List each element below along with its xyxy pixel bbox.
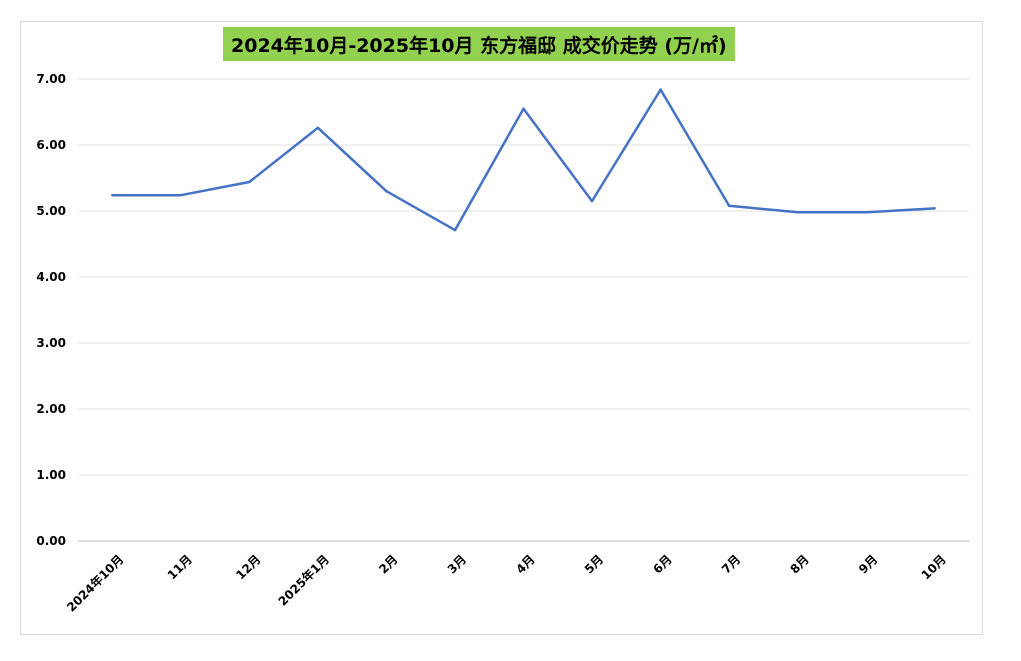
x-tick-label: 2月 [376,552,400,576]
data-point [179,193,183,197]
data-point [864,211,868,214]
x-tick-label: 11月 [165,552,195,582]
data-point [590,199,594,203]
series-line [112,88,935,232]
x-tick-label: 5月 [582,552,606,576]
x-tick-label: 10月 [919,552,949,582]
x-tick-label: 6月 [650,552,674,576]
y-tick-label: 2.00 [36,402,66,416]
y-tick-label: 0.00 [36,534,66,548]
data-point [727,204,731,207]
x-tick-label: 7月 [719,552,743,576]
data-point [248,180,251,184]
y-tick-label: 6.00 [36,138,66,152]
data-point [385,190,388,193]
data-point [522,107,525,110]
data-point [933,207,936,210]
x-tick-label: 12月 [233,552,263,582]
gridlines [78,78,969,542]
y-axis-ticks: 0.00 1.00 2.00 3.00 4.00 5.00 6.00 7.00 [36,72,66,548]
data-point [659,88,662,91]
chart-title: 2024年10月-2025年10月 东方福邸 成交价走势 (万/㎡) [223,27,735,61]
data-point [796,211,799,214]
x-tick-label: 9月 [856,552,880,576]
x-tick-label: 2025年1月 [275,552,332,609]
x-tick-label: 8月 [787,552,811,576]
y-tick-label: 7.00 [36,72,66,86]
x-tick-label: 3月 [445,552,469,576]
series-layer [111,88,936,232]
y-tick-label: 3.00 [36,336,66,350]
y-tick-label: 4.00 [36,270,66,284]
chart-area [20,21,983,635]
x-tick-label: 4月 [513,552,537,576]
data-point [453,228,457,232]
data-point [111,193,114,197]
y-tick-label: 1.00 [36,468,66,482]
data-point [316,126,320,130]
y-tick-label: 5.00 [36,204,66,218]
x-axis-ticks: 2024年10月 11月 12月 2025年1月 2月 3月 4月 5月 6月 7月 8月 9月 10月 [63,552,948,615]
x-tick-label: 2024年10月 [63,552,126,615]
